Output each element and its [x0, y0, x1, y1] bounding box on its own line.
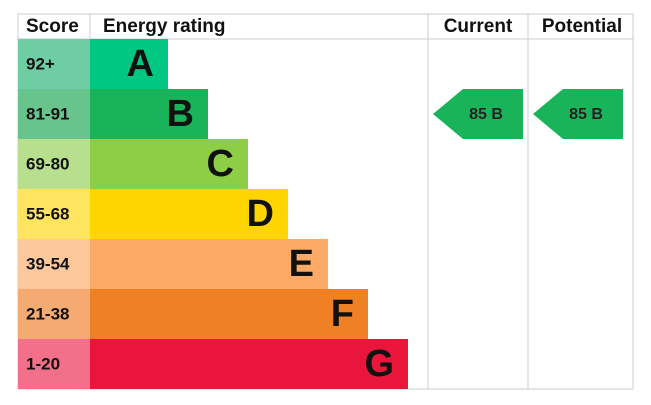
score-label: 92+ [26, 54, 55, 73]
rating-bar [90, 339, 408, 389]
score-label: 21-38 [26, 304, 69, 323]
potential-arrow [533, 89, 623, 139]
score-label: 1-20 [26, 354, 60, 373]
header-rating: Energy rating [103, 16, 225, 37]
header-potential: Potential [542, 16, 622, 37]
header-score: Score [26, 16, 79, 37]
score-cell [18, 39, 90, 89]
rating-bar [90, 189, 288, 239]
score-cell [18, 89, 90, 139]
score-label: 81-91 [26, 104, 69, 123]
rating-bar [90, 289, 368, 339]
rating-letter: D [247, 193, 274, 235]
rating-letter: G [364, 343, 394, 385]
rating-letter: F [331, 293, 354, 335]
rating-bar [90, 39, 168, 89]
header-current: Current [444, 16, 513, 37]
rating-letter: C [207, 143, 234, 185]
current-arrow [433, 89, 523, 139]
score-label: 69-80 [26, 154, 69, 173]
rating-bar [90, 139, 248, 189]
rating-bar [90, 239, 328, 289]
score-label: 55-68 [26, 204, 69, 223]
score-cell [18, 289, 90, 339]
current-label: 85 B [469, 106, 503, 123]
rating-letter: A [127, 43, 154, 85]
rating-letter: B [167, 93, 194, 135]
score-label: 39-54 [26, 254, 70, 273]
score-cell [18, 139, 90, 189]
rating-letter: E [289, 243, 314, 285]
score-cell [18, 239, 90, 289]
rating-bar [90, 89, 208, 139]
potential-label: 85 B [569, 106, 603, 123]
score-cell [18, 339, 90, 389]
score-cell [18, 189, 90, 239]
